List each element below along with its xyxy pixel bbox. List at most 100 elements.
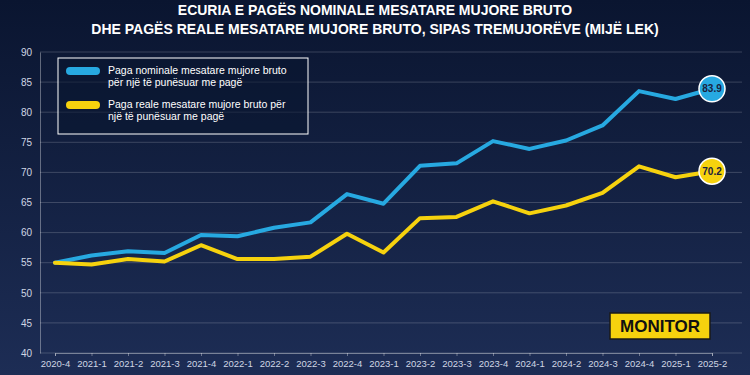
x-tick-label: 2023-4 <box>479 358 509 369</box>
title: ECURIA E PAGËS NOMINALE MESATARE MUJORE … <box>178 2 572 18</box>
x-tick-mark <box>493 353 494 356</box>
end-label: 70.2 <box>699 158 725 184</box>
y-tick-label: 75 <box>21 137 33 148</box>
grid <box>40 52 742 353</box>
x-tick-label: 2025-2 <box>698 358 728 369</box>
y-tick-label: 65 <box>21 197 33 208</box>
y-axis-line <box>40 53 41 354</box>
chart: ECURIA E PAGËS NOMINALE MESATARE MUJORE … <box>0 0 750 375</box>
x-tick-label: 2023-1 <box>369 358 399 369</box>
y-tick: 85 <box>21 77 40 88</box>
legend: Paga nominale mesatare mujore brutopër n… <box>58 58 308 134</box>
subtitle: DHE PAGËS REALE MESATARE MUJORE BRUTO, S… <box>91 21 658 37</box>
end-marker <box>699 158 725 184</box>
x-tick-mark <box>420 353 421 356</box>
x-tick: 2021-2 <box>114 353 144 369</box>
series-line <box>55 166 712 264</box>
x-tick: 2024-2 <box>552 353 582 369</box>
grid-line <box>40 172 742 173</box>
legend-swatch <box>66 67 100 75</box>
x-tick-mark <box>566 353 567 356</box>
legend-box <box>58 58 308 134</box>
x-tick-label: 2022-4 <box>333 358 363 369</box>
x-tick-mark <box>676 353 677 356</box>
x-tick-mark <box>347 353 348 356</box>
legend-label: Paga reale mesatare mujore bruto përnjë … <box>108 98 286 122</box>
x-tick-label: 2023-3 <box>442 358 472 369</box>
end-label-text: 70.2 <box>702 166 722 177</box>
plot-area <box>55 89 712 265</box>
x-tick-label: 2021-3 <box>150 358 180 369</box>
end-label: 83.9 <box>699 76 725 102</box>
y-tick-label: 50 <box>21 288 33 299</box>
series-line <box>55 89 712 263</box>
x-axis: 2020-42021-12021-22021-32021-42022-12022… <box>41 353 728 369</box>
x-tick: 2021-1 <box>77 353 107 369</box>
x-tick: 2021-3 <box>150 353 180 369</box>
y-tick-label: 90 <box>21 47 33 58</box>
x-tick: 2022-4 <box>333 353 363 369</box>
y-tick-label: 70 <box>21 167 33 178</box>
grid-line <box>40 232 742 233</box>
x-tick-label: 2023-2 <box>406 358 436 369</box>
x-tick-mark <box>128 353 129 356</box>
x-tick-mark <box>274 353 275 356</box>
y-tick: 75 <box>21 137 40 148</box>
legend-label: Paga nominale mesatare mujore brutopër n… <box>108 64 287 88</box>
x-tick-label: 2022-2 <box>260 358 290 369</box>
x-tick-mark <box>165 353 166 356</box>
x-tick: 2025-2 <box>698 353 728 369</box>
end-marker <box>699 76 725 102</box>
y-tick: 70 <box>21 167 40 178</box>
y-tick: 60 <box>21 227 40 238</box>
x-tick: 2022-2 <box>260 353 290 369</box>
y-tick-label: 80 <box>21 107 33 118</box>
x-tick-label: 2025-1 <box>661 358 691 369</box>
x-tick: 2020-4 <box>41 353 71 369</box>
x-tick: 2023-4 <box>479 353 509 369</box>
credit-text: MONITOR <box>620 317 700 336</box>
x-tick: 2024-1 <box>515 353 545 369</box>
x-tick-mark <box>530 353 531 356</box>
grid-line <box>40 52 742 53</box>
x-tick-mark <box>201 353 202 356</box>
y-tick-label: 55 <box>21 257 33 268</box>
x-tick-mark <box>384 353 385 356</box>
x-tick-mark <box>639 353 640 356</box>
x-tick-mark <box>92 353 93 356</box>
y-tick: 45 <box>21 318 40 329</box>
credit: MONITOR <box>610 313 710 339</box>
y-tick: 90 <box>21 47 40 58</box>
x-tick-label: 2024-1 <box>515 358 545 369</box>
x-tick-label: 2021-1 <box>77 358 107 369</box>
x-tick-mark <box>457 353 458 356</box>
y-tick-label: 60 <box>21 227 33 238</box>
x-tick-label: 2021-2 <box>114 358 144 369</box>
x-tick: 2024-4 <box>625 353 655 369</box>
y-tick: 65 <box>21 197 40 208</box>
y-tick-label: 45 <box>21 318 33 329</box>
y-tick: 80 <box>21 107 40 118</box>
end-label-text: 83.9 <box>702 83 722 94</box>
x-tick: 2022-3 <box>296 353 326 369</box>
x-tick: 2023-2 <box>406 353 436 369</box>
x-tick: 2024-3 <box>588 353 618 369</box>
x-tick-label: 2020-4 <box>41 358 71 369</box>
x-tick-mark <box>55 353 56 356</box>
grid-line <box>40 202 742 203</box>
x-tick-mark <box>603 353 604 356</box>
background <box>0 0 750 375</box>
x-tick-label: 2024-2 <box>552 358 582 369</box>
x-tick-label: 2024-4 <box>625 358 655 369</box>
y-tick: 55 <box>21 257 40 268</box>
x-tick: 2023-1 <box>369 353 399 369</box>
grid-line <box>40 262 742 263</box>
x-tick-label: 2021-4 <box>187 358 217 369</box>
x-tick-mark <box>238 353 239 356</box>
y-axis: 40 45 50 55 60 65 70 75 80 85 90 <box>21 47 41 359</box>
x-tick: 2023-3 <box>442 353 472 369</box>
x-tick-label: 2022-3 <box>296 358 326 369</box>
y-tick: 50 <box>21 288 40 299</box>
x-tick-mark <box>712 353 713 356</box>
y-tick-label: 40 <box>21 348 33 359</box>
